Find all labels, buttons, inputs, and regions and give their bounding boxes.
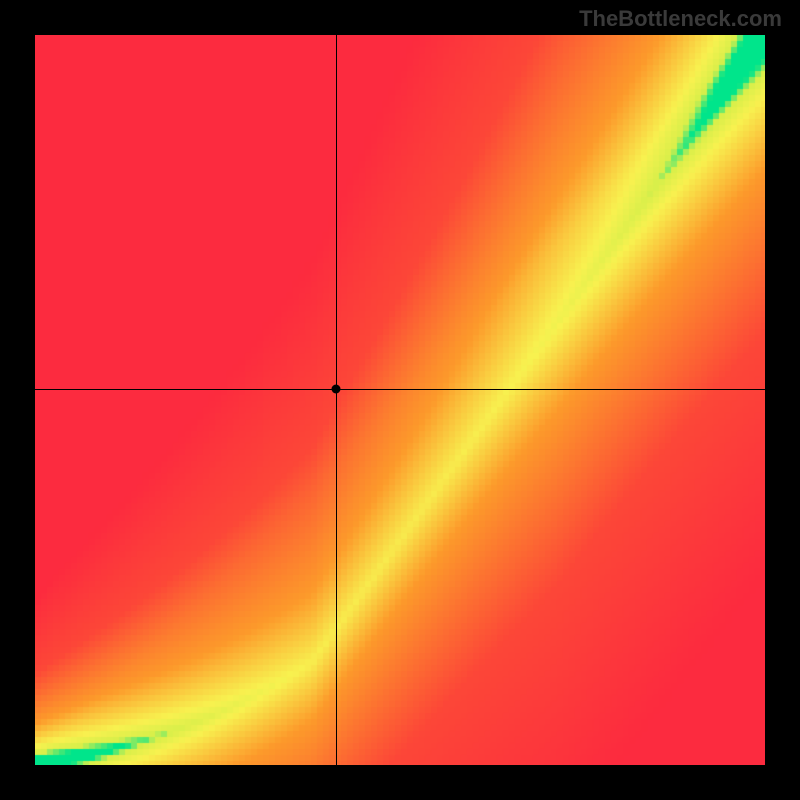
crosshair-horizontal — [35, 389, 765, 390]
crosshair-vertical — [336, 35, 337, 765]
heatmap-plot — [35, 35, 765, 765]
heatmap-canvas — [35, 35, 765, 765]
crosshair-marker — [332, 385, 341, 394]
watermark-text: TheBottleneck.com — [579, 6, 782, 32]
